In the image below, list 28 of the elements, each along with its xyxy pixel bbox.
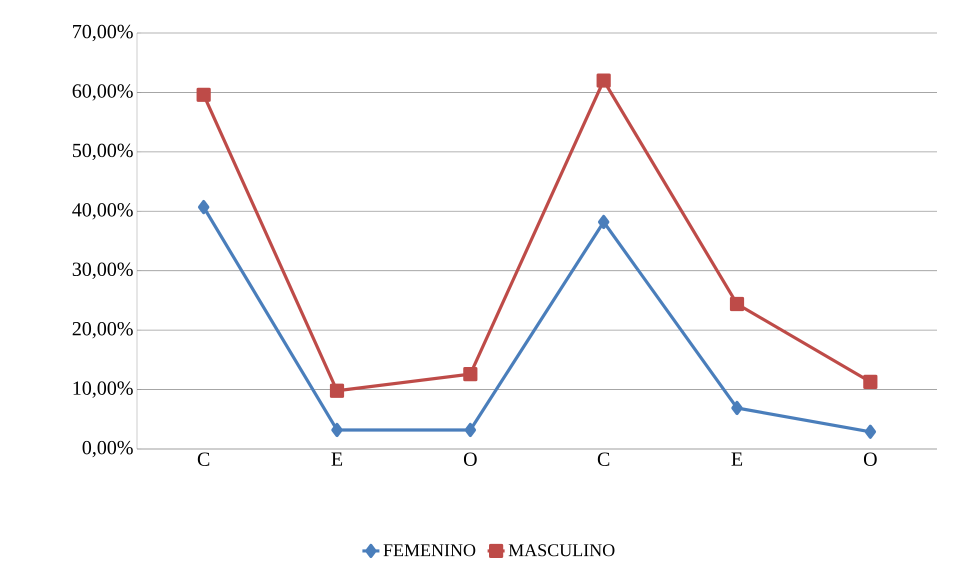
x-tick-label: O — [464, 452, 477, 466]
y-tick-label: 40,00% — [72, 203, 133, 220]
point — [330, 384, 344, 398]
y-tick-label: 70,00% — [73, 24, 133, 42]
legend-label: MASCULINO — [508, 544, 614, 556]
point — [464, 422, 476, 438]
point — [463, 367, 478, 382]
x-tick-label: E — [731, 452, 742, 466]
point — [731, 400, 743, 416]
y-tick-label: 60,00% — [72, 84, 133, 101]
x-tick-label: E — [331, 452, 342, 466]
point — [598, 214, 610, 230]
point — [863, 374, 878, 389]
point — [596, 73, 611, 88]
y-tick-label: 30,00% — [72, 262, 133, 279]
point — [864, 424, 876, 439]
point — [196, 88, 211, 102]
x-tick-label: O — [864, 452, 877, 466]
x-tick-label: C — [198, 452, 210, 466]
point — [730, 296, 744, 312]
y-tick-label: 50,00% — [72, 144, 133, 160]
point — [198, 200, 210, 214]
legend-label: FEMENINO — [384, 544, 476, 556]
y-tick-label: 0,00% — [82, 440, 133, 458]
point — [331, 422, 343, 438]
x-tick-label: C — [598, 452, 610, 466]
y-tick-label: 20,00% — [72, 322, 133, 338]
y-tick-label: 10,00% — [74, 381, 133, 398]
